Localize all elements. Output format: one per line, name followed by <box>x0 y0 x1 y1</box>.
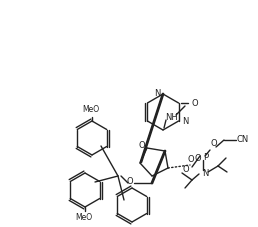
Text: P: P <box>204 153 208 163</box>
Text: NH: NH <box>166 113 178 121</box>
Text: O: O <box>211 140 217 148</box>
Text: N: N <box>154 89 160 98</box>
Text: O: O <box>191 99 198 108</box>
Text: O: O <box>183 165 189 173</box>
Text: O: O <box>139 141 145 151</box>
Text: O: O <box>194 154 201 163</box>
Text: N: N <box>202 168 208 178</box>
Text: MeO: MeO <box>75 214 93 222</box>
Text: O: O <box>127 178 133 187</box>
Text: N: N <box>182 116 189 126</box>
Text: O: O <box>188 155 194 165</box>
Text: MeO: MeO <box>83 106 100 114</box>
Text: CN: CN <box>237 135 249 143</box>
